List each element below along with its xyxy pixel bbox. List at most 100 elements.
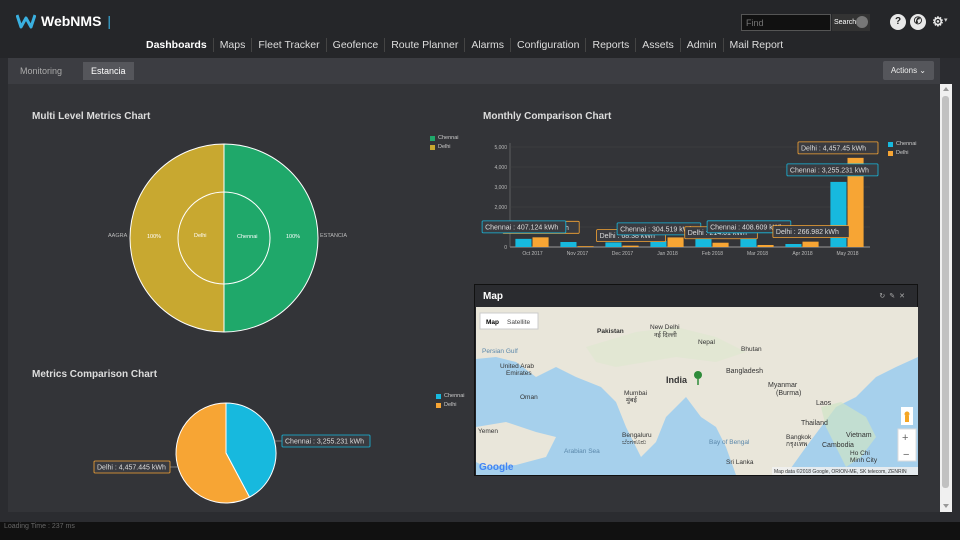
bar-chennai[interactable] bbox=[650, 240, 667, 247]
map-label: Pakistan bbox=[597, 328, 624, 335]
scroll-up-icon[interactable] bbox=[943, 87, 949, 91]
bar-delhi[interactable] bbox=[667, 237, 684, 247]
bar-tooltip: Chennai : 3,255.231 kWh bbox=[786, 163, 879, 177]
map-panel-title: Map bbox=[483, 291, 503, 302]
nav-alarms[interactable]: Alarms bbox=[465, 38, 512, 52]
y-tick-label: 5,000 bbox=[494, 145, 507, 151]
edit-icon[interactable]: ✎ bbox=[889, 293, 900, 300]
close-icon[interactable]: ✕ bbox=[899, 293, 909, 300]
pie-slice-delhi[interactable] bbox=[175, 402, 251, 504]
legend-item-chennai[interactable]: Chennai bbox=[430, 135, 459, 141]
legend-swatch bbox=[436, 402, 441, 408]
search-button[interactable]: Search bbox=[832, 14, 870, 31]
legend-swatch bbox=[888, 141, 893, 147]
outer-slice-estancia[interactable] bbox=[223, 143, 319, 333]
nav-fleet-tracker[interactable]: Fleet Tracker bbox=[252, 38, 327, 52]
map-type-satellite-button[interactable]: Satellite bbox=[507, 319, 531, 326]
inner-slice-chennai[interactable] bbox=[223, 191, 271, 285]
scroll-thumb[interactable] bbox=[942, 96, 949, 488]
page-scrollbar[interactable] bbox=[940, 84, 952, 512]
map-marker-icon[interactable] bbox=[694, 371, 702, 379]
legend-label: Delhi bbox=[896, 150, 909, 156]
legend-item-chennai[interactable]: Chennai bbox=[436, 393, 465, 399]
bar-delhi[interactable] bbox=[622, 245, 639, 247]
bar-chennai[interactable] bbox=[740, 238, 757, 247]
logo-divider: | bbox=[107, 13, 112, 29]
tab-estancia[interactable]: Estancia bbox=[83, 62, 134, 80]
map-label: Yemen bbox=[478, 428, 498, 435]
map-view[interactable]: Pakistan New Delhi नई दिल्ली Nepal Bhuta… bbox=[476, 307, 918, 475]
bar-delhi[interactable] bbox=[847, 157, 864, 247]
bar-chennai[interactable] bbox=[785, 244, 802, 247]
map-label: India bbox=[666, 375, 688, 385]
nav-configuration[interactable]: Configuration bbox=[511, 38, 587, 52]
legend-label: Chennai bbox=[438, 135, 459, 141]
search-go-icon[interactable] bbox=[856, 16, 868, 28]
x-tick-label: Jan 2018 bbox=[657, 251, 678, 257]
metrics-comparison-chart: Chennai : 3,255.231 kWh Delhi : 4,457.445… bbox=[93, 402, 371, 504]
nav-mail-report[interactable]: Mail Report bbox=[729, 39, 784, 51]
nav-assets[interactable]: Assets bbox=[636, 38, 681, 52]
map-label: Bay of Bengal bbox=[709, 439, 750, 446]
zoom-in-button[interactable]: + bbox=[902, 432, 908, 444]
refresh-icon[interactable]: ↻ bbox=[879, 293, 890, 300]
map-label: Sri Lanka bbox=[726, 459, 754, 466]
legend-item-delhi[interactable]: Delhi bbox=[430, 144, 459, 150]
bar-delhi[interactable] bbox=[712, 242, 729, 247]
nav-maps[interactable]: Maps bbox=[214, 38, 253, 52]
multi-level-legend: Chennai Delhi bbox=[430, 135, 459, 153]
legend-swatch bbox=[430, 144, 435, 150]
bar-delhi[interactable] bbox=[532, 237, 549, 247]
nav-reports[interactable]: Reports bbox=[586, 38, 637, 52]
app-logo[interactable]: WebNMS | bbox=[16, 12, 111, 30]
bar-chennai[interactable] bbox=[695, 237, 712, 247]
legend-item-delhi[interactable]: Delhi bbox=[888, 150, 917, 156]
map-label: Vietnam bbox=[846, 432, 872, 439]
map-label: Thailand bbox=[801, 420, 828, 427]
legend-item-chennai[interactable]: Chennai bbox=[888, 141, 917, 147]
map-label: Ho Chi bbox=[850, 450, 870, 457]
nav-geofence[interactable]: Geofence bbox=[327, 38, 386, 52]
y-tick-label: 0 bbox=[504, 245, 507, 251]
nav-admin[interactable]: Admin bbox=[681, 38, 724, 52]
map-type-map-button[interactable]: Map bbox=[486, 319, 499, 326]
y-tick-label: 4,000 bbox=[494, 165, 507, 171]
nav-dashboards[interactable]: Dashboards bbox=[140, 38, 214, 52]
bar-delhi[interactable] bbox=[577, 246, 594, 247]
legend-item-delhi[interactable]: Delhi bbox=[436, 402, 465, 408]
search-input[interactable] bbox=[741, 14, 831, 31]
bar-chennai[interactable] bbox=[515, 238, 532, 247]
map-label: Bangladesh bbox=[726, 368, 763, 375]
zoom-out-button[interactable]: − bbox=[903, 449, 909, 461]
map-attribution: Map data ©2018 Google, ORION-ME, SK tele… bbox=[774, 468, 907, 475]
map-type-control bbox=[479, 312, 539, 330]
nav-route-planner[interactable]: Route Planner bbox=[385, 38, 466, 52]
gear-icon[interactable]: ⚙ bbox=[932, 14, 944, 29]
map-label: Laos bbox=[816, 400, 832, 407]
pie-callout: Delhi : 4,457.445 kWh bbox=[93, 460, 178, 474]
logo-text: WebNMS bbox=[41, 13, 102, 29]
bar-chennai[interactable] bbox=[560, 242, 577, 247]
right-pct-label: 100% bbox=[286, 234, 300, 240]
scroll-down-icon[interactable] bbox=[943, 504, 949, 508]
map-panel-header: Map ↻✎✕ bbox=[475, 285, 917, 307]
bar-delhi[interactable] bbox=[757, 245, 774, 247]
monthly-legend: Chennai Delhi bbox=[888, 141, 917, 159]
bar-delhi[interactable] bbox=[802, 241, 819, 247]
bar-tooltip-text: Delhi : 214.01 kWh bbox=[688, 230, 747, 237]
status-footer: Loading Time : 237 ms bbox=[0, 522, 960, 540]
tab-monitoring[interactable]: Monitoring bbox=[20, 66, 63, 76]
help-icon[interactable]: ? bbox=[890, 14, 906, 30]
outer-slice-aagra[interactable] bbox=[129, 143, 225, 333]
inner-slice-delhi[interactable] bbox=[177, 191, 225, 285]
phone-icon[interactable]: ✆ bbox=[910, 14, 926, 30]
actions-dropdown[interactable]: Actions ⌄ bbox=[882, 61, 934, 80]
map-label: Myanmar bbox=[768, 382, 798, 389]
top-bar: WebNMS | Search ? ✆ ⚙ ▾ DashboardsMapsFl… bbox=[0, 0, 960, 58]
map-canvas[interactable]: Pakistan New Delhi नई दिल्ली Nepal Bhuta… bbox=[476, 307, 918, 475]
bar-chennai[interactable] bbox=[605, 242, 622, 247]
monthly-chart-title: Monthly Comparison Chart bbox=[483, 111, 612, 122]
chevron-down-icon[interactable]: ▾ bbox=[944, 17, 948, 24]
multi-level-chart-title: Multi Level Metrics Chart bbox=[32, 111, 151, 122]
